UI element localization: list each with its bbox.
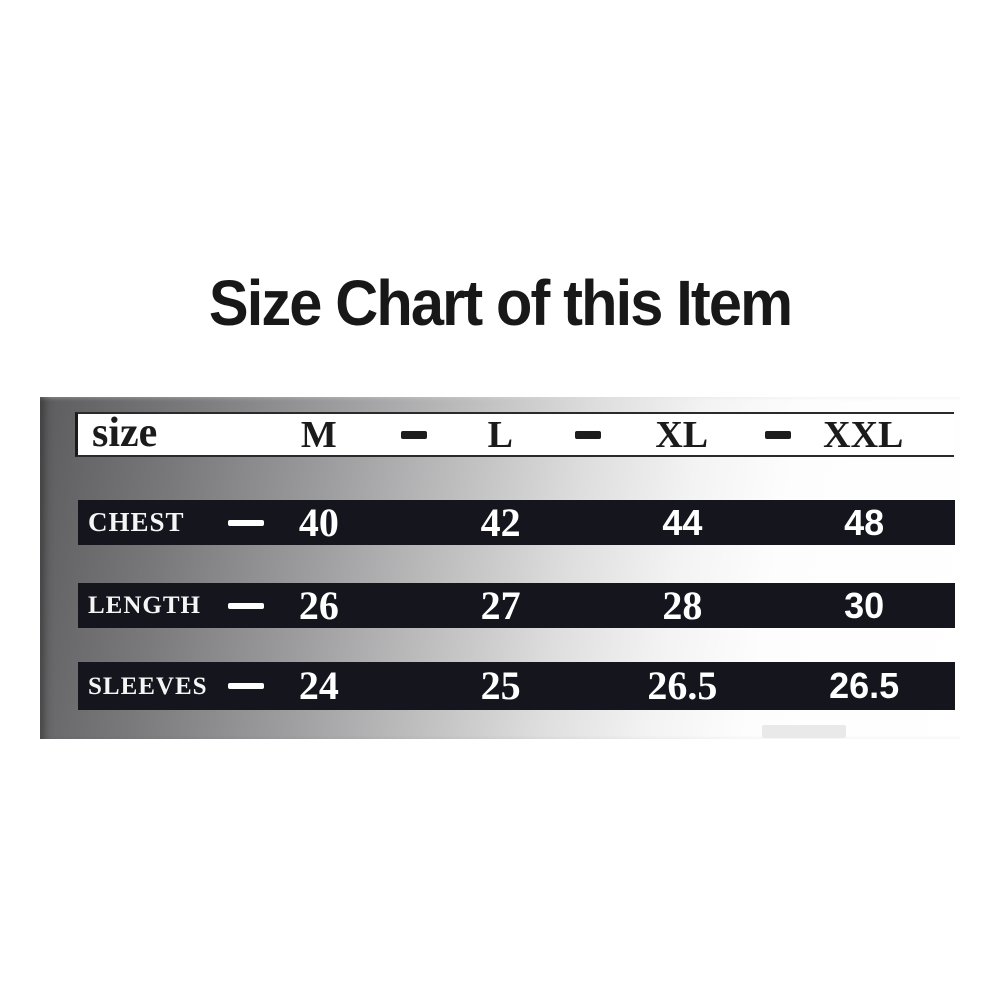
dash-separator — [575, 430, 601, 439]
dash-separator — [401, 430, 427, 439]
measurement-value: 24 — [298, 663, 339, 708]
row-label: LENGTH — [88, 592, 201, 619]
dash-separator — [228, 683, 264, 689]
dash-separator — [228, 519, 264, 526]
size-option-l: L — [487, 414, 513, 456]
watermark-smudge — [762, 725, 846, 738]
measurement-value: 25 — [480, 663, 521, 708]
row-label: SLEEVES — [88, 672, 208, 700]
measurement-value: 27 — [480, 582, 521, 628]
page-title: Size Chart of this Item — [208, 267, 793, 339]
measurement-value: 30 — [844, 584, 885, 626]
measurement-value: 28 — [662, 582, 703, 628]
dash-separator — [228, 602, 264, 609]
size-header-row: size M L XL XXL — [75, 412, 954, 457]
measurement-row-length: LENGTH 26 27 28 30 — [78, 583, 955, 628]
measurement-value: 44 — [662, 501, 703, 543]
measurement-row-sleeves: SLEEVES 24 25 26.5 26.5 — [78, 662, 955, 710]
measurement-value: 42 — [480, 499, 521, 545]
size-option-xxl: XXL — [823, 414, 904, 456]
measurement-value: 26.5 — [647, 663, 718, 708]
measurement-value: 40 — [298, 499, 339, 545]
measurement-value: 48 — [844, 501, 885, 543]
measurement-row-chest: CHEST 40 42 44 48 — [78, 500, 955, 545]
row-label: CHEST — [88, 507, 185, 537]
size-column-label: size — [92, 410, 158, 456]
size-chart-panel: size M L XL XXL CHEST 40 42 44 48 LENGTH… — [40, 397, 960, 739]
measurement-value: 26.5 — [829, 665, 900, 706]
measurement-value: 26 — [298, 582, 339, 628]
size-option-xl: XL — [655, 414, 709, 456]
size-option-m: M — [300, 414, 337, 456]
dash-separator — [765, 430, 791, 439]
